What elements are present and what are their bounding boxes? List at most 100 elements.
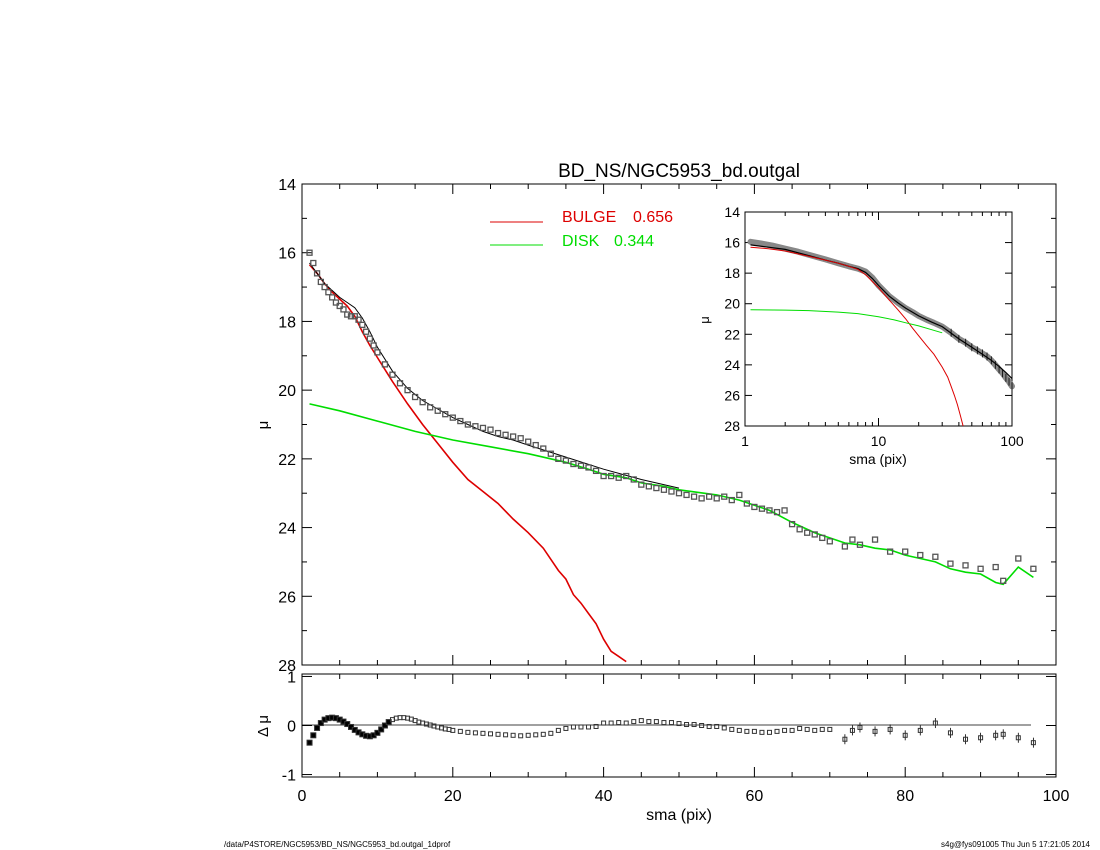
residual-point [736,727,742,733]
data-point [479,424,487,432]
data-point [811,531,818,538]
inset-y-tick-label: 20 [724,296,740,312]
bulge-curve [308,264,627,663]
legend: BULGE 0.656 DISK 0.344 [490,209,673,250]
data-point [464,421,472,428]
disk-curve [309,403,1034,586]
data-point [585,464,592,471]
legend-disk-name: DISK [562,233,600,250]
residual-point [751,728,757,734]
residual-point [842,736,848,742]
x-tick-label: 100 [1043,788,1070,805]
data-point [540,445,547,452]
residual-point [450,727,456,733]
data-point [600,472,607,480]
residual-point [457,728,463,734]
data-point [630,476,637,483]
data-point [826,538,833,545]
residual-point [317,720,324,727]
inset-y-tick-label: 14 [724,204,740,220]
residual-point [902,732,908,738]
residual-point [555,727,561,733]
data-point [344,311,351,318]
residual-point [510,732,516,738]
residual-point [525,732,531,738]
data-point [796,526,803,533]
data-point [886,548,894,555]
residual-y-tick-label: 0 [287,719,296,736]
residual-point [978,735,984,741]
data-point [351,313,358,320]
data-point [781,507,788,514]
data-point [736,491,743,499]
residual-point [857,724,863,730]
data-point [487,426,494,433]
data-point [396,380,404,387]
data-point [841,543,849,550]
residual-point [947,730,953,736]
residual-point [766,729,772,735]
data-point [509,433,517,440]
data-point [502,431,509,438]
residual-point [691,722,697,728]
inset-y-tick-label: 28 [724,418,740,434]
data-point [306,249,313,256]
x-axis-label: sma (pix) [646,807,712,824]
residual-point [381,722,388,729]
data-point [362,328,370,335]
residual-point [518,733,524,739]
footer-file-path: /data/P4STORE/NGC5953/BD_NS/NGC5953_bd.o… [224,840,451,849]
residual-point [661,720,667,726]
data-point [321,283,328,291]
data-point [698,495,705,502]
data-point [849,536,856,543]
data-point [668,488,675,495]
data-point [562,457,570,464]
data-point [555,455,562,463]
residual-point [676,721,682,727]
residual-point [684,722,690,728]
legend-bulge-value: 0.656 [633,209,673,226]
residual-point [503,732,509,738]
residual-point [310,732,317,739]
residual-point [533,732,539,738]
data-point [449,414,456,421]
data-point [871,536,879,543]
main-x-ticks [301,184,1057,665]
residual-point [872,728,878,734]
main-y-axis-label: μ [255,421,272,430]
residual-point [646,719,652,725]
data-point [419,399,426,406]
data-point [607,472,615,480]
data-point [902,548,909,555]
residual-point [601,720,607,726]
inset-series [747,238,1015,427]
residual-point [578,724,584,730]
residual-point [812,727,818,733]
data-point [758,505,766,512]
residual-point [668,720,674,726]
data-point [645,483,652,490]
residual-y-axis-label: Δ μ [255,715,272,737]
data-point [355,316,362,323]
data-point [494,429,502,437]
data-point [329,294,336,301]
x-tick-label: 20 [444,788,462,805]
inset-x-tick-label: 100 [1000,433,1024,449]
inset-y-ticks: 14 16 18 20 22 24 26 28 [724,204,1012,434]
residual-point [887,726,893,732]
residual-point [616,720,622,726]
x-tick-label: 60 [746,788,764,805]
data-point [638,481,645,488]
x-tick-label: 40 [595,788,613,805]
data-point [743,500,751,507]
data-point [340,306,347,313]
residual-point [563,725,569,731]
inset-y-tick-label: 18 [724,265,740,281]
data-point [1015,555,1022,562]
inset-panel: 14 16 18 20 22 24 26 28 1 10 100 μ sma (pix) [697,204,1024,467]
data-point [457,417,464,425]
residual-point [706,723,712,729]
data-point [325,289,332,296]
data-point [404,386,411,394]
